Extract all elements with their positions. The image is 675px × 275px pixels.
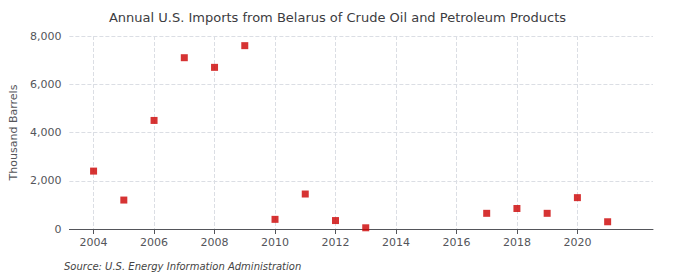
svg-text:2020: 2020 (563, 236, 591, 249)
svg-text:Source: U.S. Energy Informatio: Source: U.S. Energy Information Administ… (64, 261, 301, 272)
svg-text:8,000: 8,000 (30, 30, 62, 43)
svg-text:2008: 2008 (201, 236, 229, 249)
svg-text:Annual U.S. Imports from Belar: Annual U.S. Imports from Belarus of Crud… (109, 10, 566, 25)
svg-text:2018: 2018 (503, 236, 531, 249)
svg-text:0: 0 (54, 223, 61, 236)
svg-text:2010: 2010 (261, 236, 289, 249)
svg-text:4,000: 4,000 (30, 126, 62, 139)
svg-text:6,000: 6,000 (30, 78, 62, 91)
svg-text:Thousand Barrels: Thousand Barrels (7, 84, 20, 181)
svg-text:2,000: 2,000 (30, 174, 62, 187)
svg-text:2004: 2004 (80, 236, 108, 249)
svg-text:2014: 2014 (382, 236, 410, 249)
svg-text:2016: 2016 (442, 236, 470, 249)
svg-text:2006: 2006 (140, 236, 168, 249)
svg-text:2012: 2012 (321, 236, 349, 249)
